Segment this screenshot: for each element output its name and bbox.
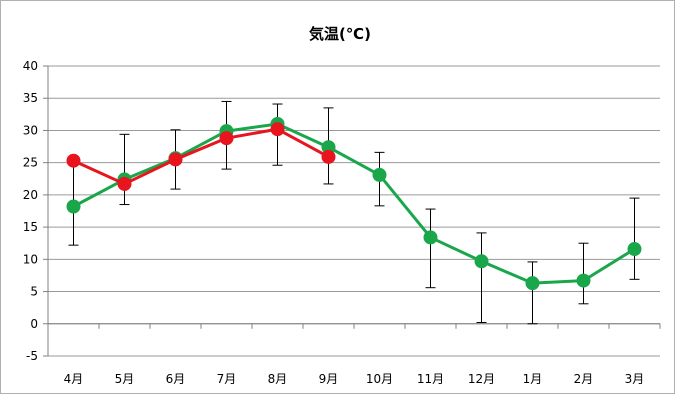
y-tick-label: 40	[23, 59, 38, 73]
x-tick-label: 4月	[64, 372, 84, 386]
series-2-point	[270, 122, 285, 137]
series-line-2	[72, 127, 330, 186]
series-2-point	[219, 131, 234, 146]
series-2-point	[168, 152, 183, 167]
x-tick-label: 7月	[217, 372, 237, 386]
x-tick-label: 12月	[468, 372, 495, 386]
y-axis: -5 0 5 10 15 20 25 30 35 40	[23, 59, 49, 363]
series-1-point	[627, 242, 642, 257]
series-2-point	[66, 153, 81, 168]
x-axis: 4月 5月 6月 7月 8月 9月 10月 11月 12月 1月 2月 3月	[47, 323, 661, 386]
series-2-point	[117, 176, 132, 191]
y-tick-label: 10	[23, 252, 38, 266]
series-1-point	[372, 167, 387, 182]
x-tick-label: 3月	[625, 372, 645, 386]
y-tick-label: 15	[23, 220, 38, 234]
y-tick-label: 30	[23, 123, 38, 137]
series-1-point	[525, 276, 540, 291]
x-tick-label: 1月	[523, 372, 543, 386]
series-line-1	[72, 122, 636, 285]
series-1-point	[66, 199, 81, 214]
series-1-point	[576, 273, 591, 288]
x-tick-label: 2月	[574, 372, 594, 386]
series-1-point	[423, 230, 438, 245]
x-tick-label: 9月	[319, 372, 339, 386]
x-tick-label: 6月	[166, 372, 186, 386]
y-tick-label: 35	[23, 91, 38, 105]
series-group	[66, 117, 642, 291]
y-tick-label: 25	[23, 156, 38, 170]
y-tick-label: 5	[30, 285, 38, 299]
y-tick-label: -5	[26, 349, 38, 363]
chart-title: 気温(℃)	[309, 25, 371, 43]
x-tick-label: 5月	[115, 372, 135, 386]
x-tick-label: 8月	[268, 372, 288, 386]
x-tick-label: 10月	[366, 372, 393, 386]
y-tick-label: 0	[30, 317, 38, 331]
series-2-point	[321, 149, 336, 164]
x-tick-label: 11月	[417, 372, 444, 386]
series-1-point	[474, 254, 489, 269]
y-tick-label: 20	[23, 188, 38, 202]
